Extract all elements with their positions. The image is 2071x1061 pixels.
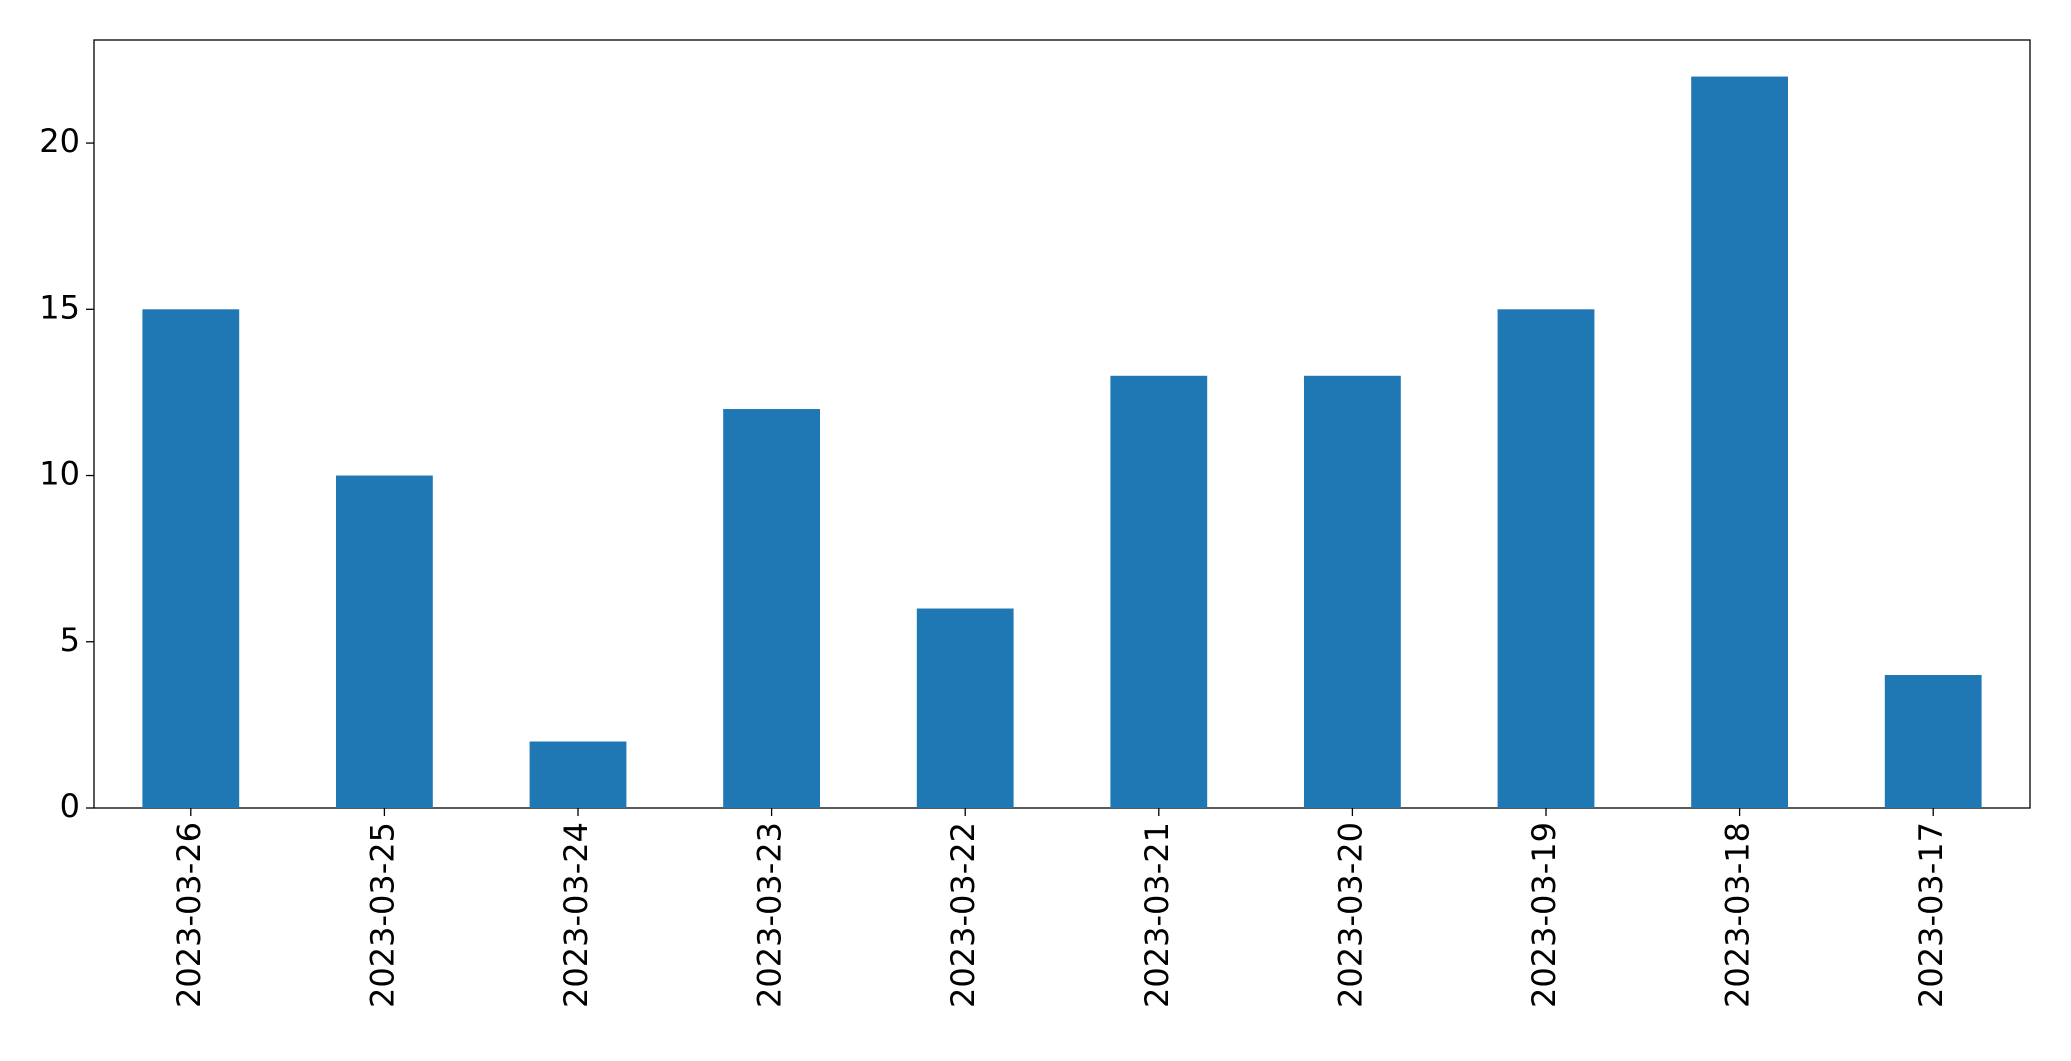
x-tick-label: 2023-03-18: [1719, 822, 1757, 1008]
x-tick-label: 2023-03-20: [1331, 822, 1369, 1008]
x-tick-label: 2023-03-23: [751, 822, 789, 1008]
bar: [1110, 375, 1208, 808]
x-tick-label: 2023-03-25: [363, 822, 401, 1008]
bar: [1497, 309, 1595, 808]
bar: [1691, 76, 1788, 809]
y-tick-label: 20: [39, 122, 80, 160]
bar: [1304, 375, 1401, 808]
bar: [723, 409, 820, 808]
y-tick-label: 10: [39, 455, 80, 493]
x-tick-label: 2023-03-19: [1525, 822, 1563, 1008]
bar: [1884, 675, 1982, 808]
y-tick-label: 5: [60, 621, 80, 659]
bar: [916, 608, 1014, 808]
x-tick-label: 2023-03-22: [944, 822, 982, 1008]
y-tick-label: 0: [60, 787, 80, 825]
y-tick-label: 15: [39, 288, 80, 326]
plot-frame: [93, 39, 2031, 809]
x-tick-label: 2023-03-17: [1912, 822, 1950, 1008]
bar: [529, 741, 627, 808]
x-tick-label: 2023-03-26: [170, 822, 208, 1008]
bar: [142, 309, 240, 808]
x-tick-label: 2023-03-21: [1138, 822, 1176, 1008]
bar: [336, 475, 433, 808]
x-tick-label: 2023-03-24: [557, 822, 595, 1008]
